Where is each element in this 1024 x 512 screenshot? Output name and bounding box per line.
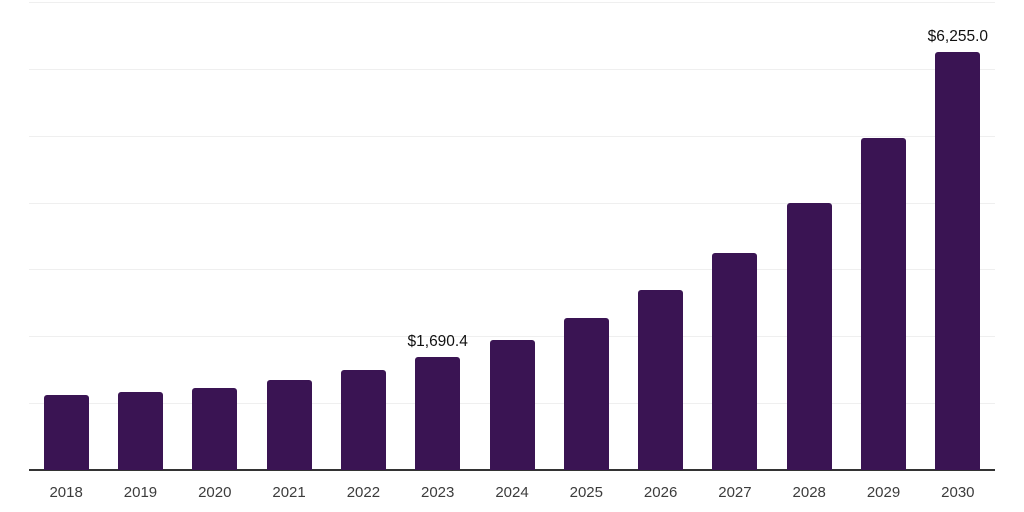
data-label-2030: $6,255.0 [927, 27, 989, 45]
bar-2019 [117, 392, 163, 470]
x-tick-2018: 2018 [49, 484, 83, 501]
gridline [29, 336, 995, 338]
bar-2020 [192, 388, 238, 470]
data-label-2023: $1,690.4 [407, 332, 468, 350]
bar-2027 [712, 253, 758, 470]
gridline [29, 202, 995, 204]
bar-2021 [266, 380, 312, 470]
x-tick-2021: 2021 [272, 484, 306, 501]
bar-2028 [786, 203, 832, 470]
bar-2023 [415, 356, 461, 470]
bar-2022 [340, 370, 386, 470]
x-tick-2029: 2029 [866, 484, 901, 501]
x-tick-2025: 2025 [569, 484, 603, 501]
x-tick-2023: 2023 [421, 484, 455, 501]
x-tick-2020: 2020 [198, 484, 232, 501]
gridline [29, 2, 995, 3]
bar-2029 [861, 138, 907, 470]
x-tick-2026: 2026 [643, 484, 678, 501]
x-tick-2030: 2030 [941, 484, 975, 501]
x-tick-2019: 2019 [123, 484, 158, 501]
x-tick-2027: 2027 [718, 484, 752, 501]
gridline [29, 269, 995, 271]
x-tick-2028: 2028 [792, 484, 826, 501]
gridline [29, 135, 995, 137]
gridline [29, 68, 995, 70]
x-tick-2022: 2022 [346, 484, 381, 501]
bar-2024 [489, 340, 535, 470]
x-tick-2024: 2024 [495, 484, 529, 501]
bar-2026 [638, 290, 684, 470]
bar-2025 [563, 318, 609, 470]
bar-2018 [43, 395, 89, 470]
bar-2030 [935, 51, 981, 470]
x-axis-line [29, 469, 995, 471]
